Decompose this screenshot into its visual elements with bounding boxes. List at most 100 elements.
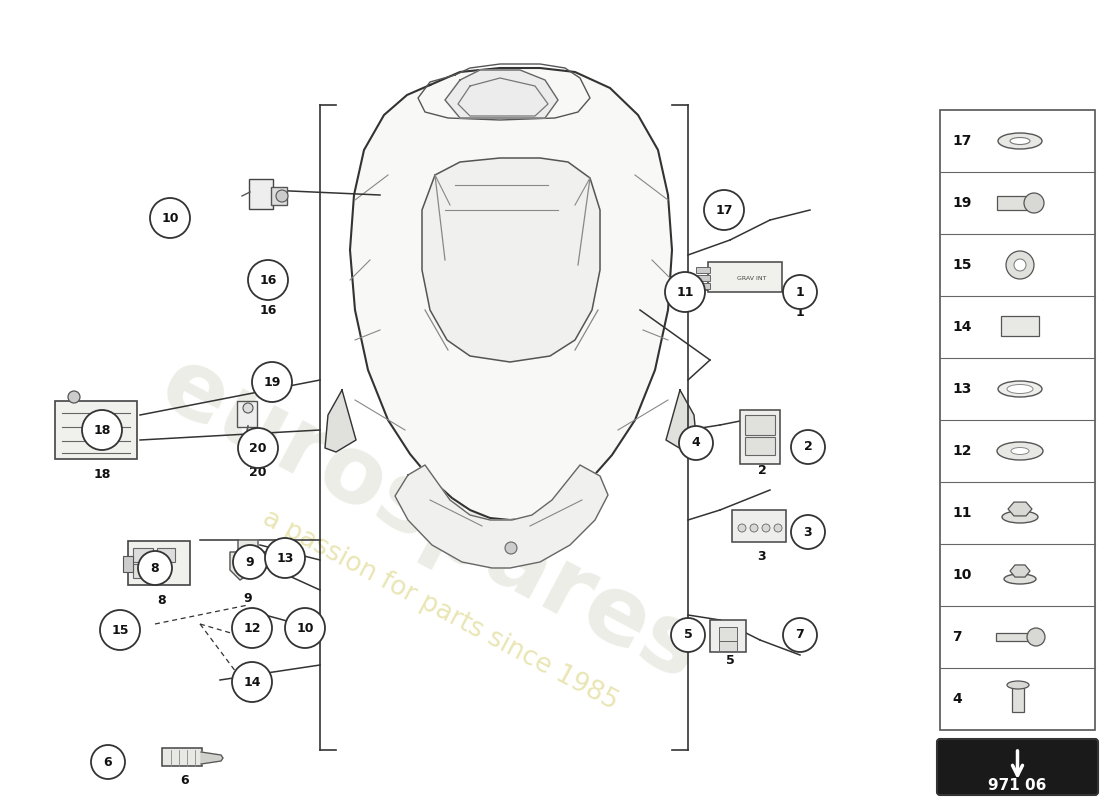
Text: 12: 12 — [952, 444, 971, 458]
Circle shape — [783, 275, 817, 309]
Circle shape — [783, 618, 817, 652]
Text: 1: 1 — [795, 306, 804, 318]
Text: 10: 10 — [952, 568, 971, 582]
Circle shape — [150, 198, 190, 238]
FancyBboxPatch shape — [997, 196, 1028, 210]
Ellipse shape — [1004, 574, 1036, 584]
Text: 11: 11 — [676, 286, 694, 298]
Circle shape — [738, 524, 746, 532]
FancyBboxPatch shape — [696, 275, 710, 281]
Circle shape — [248, 260, 288, 300]
Text: 7: 7 — [795, 629, 804, 642]
Circle shape — [243, 403, 253, 413]
Text: 4: 4 — [952, 692, 961, 706]
Ellipse shape — [998, 133, 1042, 149]
Circle shape — [774, 524, 782, 532]
Text: 17: 17 — [715, 203, 733, 217]
FancyBboxPatch shape — [719, 641, 737, 651]
Text: 3: 3 — [804, 526, 812, 538]
Text: a passion for parts since 1985: a passion for parts since 1985 — [257, 505, 623, 715]
Circle shape — [285, 608, 324, 648]
Ellipse shape — [998, 381, 1042, 397]
Polygon shape — [324, 390, 356, 452]
FancyBboxPatch shape — [710, 620, 746, 652]
Text: eurospares: eurospares — [145, 339, 715, 701]
Circle shape — [1014, 259, 1026, 271]
Circle shape — [233, 545, 267, 579]
FancyBboxPatch shape — [740, 410, 780, 464]
Polygon shape — [350, 68, 672, 520]
Circle shape — [762, 524, 770, 532]
FancyBboxPatch shape — [55, 401, 138, 459]
Polygon shape — [1010, 565, 1030, 577]
Circle shape — [265, 538, 305, 578]
Text: 2: 2 — [758, 463, 767, 477]
FancyBboxPatch shape — [708, 262, 782, 292]
FancyBboxPatch shape — [696, 267, 710, 273]
Text: 8: 8 — [157, 594, 166, 606]
Text: 20: 20 — [250, 466, 266, 478]
Text: 971 06: 971 06 — [988, 778, 1047, 793]
Text: GRAV INT: GRAV INT — [737, 275, 767, 281]
Text: 13: 13 — [952, 382, 971, 396]
Text: 10: 10 — [162, 211, 178, 225]
FancyBboxPatch shape — [1012, 684, 1024, 712]
FancyBboxPatch shape — [128, 541, 190, 585]
Circle shape — [276, 190, 288, 202]
Text: 14: 14 — [952, 320, 971, 334]
Text: 11: 11 — [952, 506, 971, 520]
Ellipse shape — [1006, 385, 1033, 394]
Text: 6: 6 — [103, 755, 112, 769]
Polygon shape — [395, 465, 608, 568]
FancyBboxPatch shape — [940, 110, 1094, 730]
Circle shape — [238, 428, 278, 468]
Text: 12: 12 — [243, 622, 261, 634]
Text: 2: 2 — [804, 441, 813, 454]
Text: 16: 16 — [260, 303, 277, 317]
Circle shape — [1027, 628, 1045, 646]
FancyBboxPatch shape — [696, 283, 710, 289]
Circle shape — [505, 542, 517, 554]
FancyBboxPatch shape — [745, 437, 776, 455]
Circle shape — [232, 608, 272, 648]
Text: 16: 16 — [260, 274, 277, 286]
Circle shape — [232, 662, 272, 702]
Circle shape — [82, 410, 122, 450]
Text: 9: 9 — [245, 555, 254, 569]
Text: 15: 15 — [111, 623, 129, 637]
FancyBboxPatch shape — [745, 415, 776, 435]
FancyBboxPatch shape — [236, 401, 257, 427]
Polygon shape — [666, 390, 697, 452]
Circle shape — [1006, 251, 1034, 279]
Text: 5: 5 — [683, 629, 692, 642]
Polygon shape — [422, 158, 600, 362]
FancyBboxPatch shape — [996, 633, 1030, 641]
Polygon shape — [1008, 502, 1032, 516]
Text: 17: 17 — [952, 134, 971, 148]
FancyBboxPatch shape — [162, 748, 202, 766]
Ellipse shape — [1006, 681, 1028, 689]
FancyBboxPatch shape — [133, 564, 169, 578]
Text: 14: 14 — [243, 675, 261, 689]
FancyBboxPatch shape — [123, 556, 133, 572]
Circle shape — [679, 426, 713, 460]
FancyBboxPatch shape — [719, 627, 737, 641]
Text: 15: 15 — [952, 258, 971, 272]
Circle shape — [252, 362, 292, 402]
Circle shape — [91, 745, 125, 779]
FancyBboxPatch shape — [1001, 316, 1040, 336]
FancyBboxPatch shape — [157, 548, 175, 562]
Text: 18: 18 — [94, 423, 111, 437]
Polygon shape — [446, 70, 558, 118]
Ellipse shape — [1002, 511, 1038, 523]
Text: 9: 9 — [244, 591, 252, 605]
Text: 6: 6 — [180, 774, 189, 786]
Text: 8: 8 — [151, 562, 160, 574]
Circle shape — [1024, 193, 1044, 213]
Ellipse shape — [1010, 138, 1030, 145]
Text: 5: 5 — [726, 654, 735, 666]
FancyBboxPatch shape — [249, 179, 273, 209]
Text: 13: 13 — [276, 551, 294, 565]
Text: 3: 3 — [758, 550, 767, 562]
Text: 7: 7 — [952, 630, 961, 644]
